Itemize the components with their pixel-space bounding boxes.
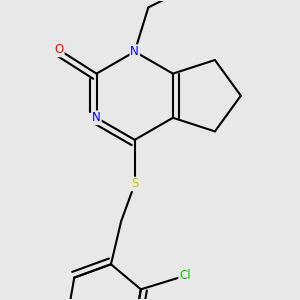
Text: O: O (55, 44, 64, 56)
Text: Cl: Cl (179, 269, 191, 282)
Text: S: S (131, 177, 138, 190)
Text: N: N (92, 111, 101, 124)
Text: N: N (130, 45, 139, 58)
